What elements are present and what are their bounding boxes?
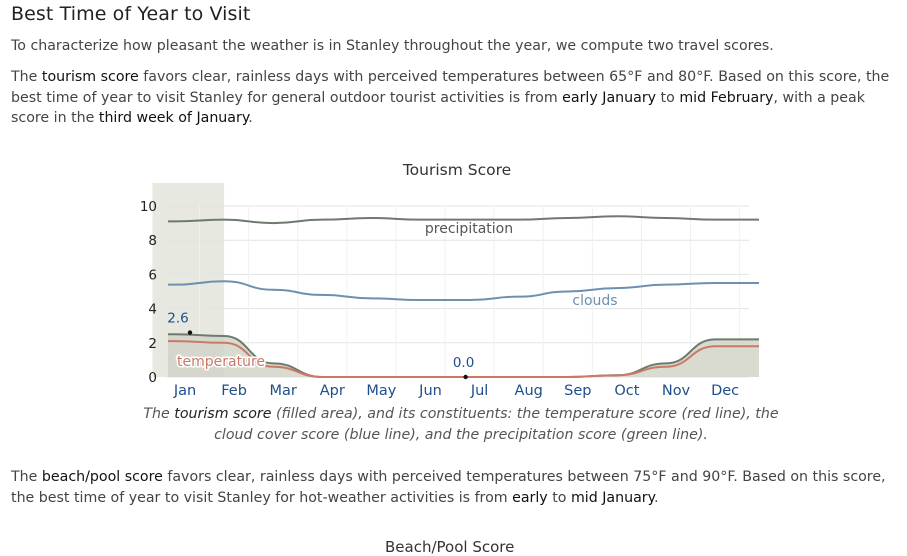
x-tick-label: Jan (173, 383, 196, 399)
beach-start: early (512, 489, 548, 506)
beach-score-term: beach/pool score (41, 469, 163, 485)
annotation-label: 2.6 (167, 311, 188, 327)
beach-paragraph: The beach/pool score favors clear, rainl… (11, 469, 886, 506)
y-tick-label: 0 (148, 370, 157, 386)
clouds-line (168, 280, 759, 302)
y-tick-label: 10 (140, 199, 157, 215)
annotation-dot (187, 330, 193, 335)
temperature-line (167, 340, 759, 378)
chart-title: Tourism Score (402, 161, 511, 179)
x-tick-label: Oct (614, 383, 639, 399)
x-tick-label: Dec (711, 383, 739, 399)
beach-end: mid January (570, 489, 654, 506)
x-tick-label: Jun (418, 383, 442, 399)
tourism-area (168, 334, 759, 377)
tourism-peak: third week of January (98, 110, 249, 126)
annotation-dot (463, 374, 468, 380)
x-tick-label: Feb (221, 383, 247, 399)
x-tick-label: May (366, 383, 396, 399)
x-tick-label: Mar (270, 383, 297, 399)
caption-score-term: tourism score (174, 406, 272, 422)
section-title: Best Time of Year to Visit (11, 3, 251, 25)
temperature-label: temperature (177, 354, 265, 370)
tourism-start: early January (562, 89, 657, 106)
precipitation-line (168, 215, 759, 225)
y-tick-label: 8 (148, 233, 157, 249)
tourism-score-term: tourism score (41, 69, 139, 85)
y-tick-label: 6 (148, 267, 157, 283)
beach-chart-title: Beach/Pool Score (385, 538, 515, 556)
annotation-label: 0.0 (453, 355, 474, 371)
tourism-end: mid February (679, 89, 774, 106)
y-tick-label: 2 (148, 336, 157, 352)
clouds-label: clouds (572, 293, 617, 309)
x-tick-label: Nov (662, 383, 691, 399)
x-tick-label: Jul (470, 383, 489, 399)
chart-caption: The tourism score (filled area), and its… (143, 406, 779, 443)
tourism-score-chart[interactable]: Tourism Score 0 2 4 6 8 10 Jan Feb Mar Apr May Jun Ju… (11, 0, 901, 420)
x-tick-label: Apr (320, 383, 345, 399)
intro-paragraph: To characterize how pleasant the weather… (11, 38, 774, 54)
x-tick-label: Sep (564, 383, 591, 399)
precipitation-label: precipitation (425, 221, 513, 237)
tourism-paragraph: The tourism score favors clear, rainless… (11, 69, 890, 126)
x-tick-label: Aug (515, 383, 543, 399)
y-tick-label: 4 (148, 302, 157, 318)
